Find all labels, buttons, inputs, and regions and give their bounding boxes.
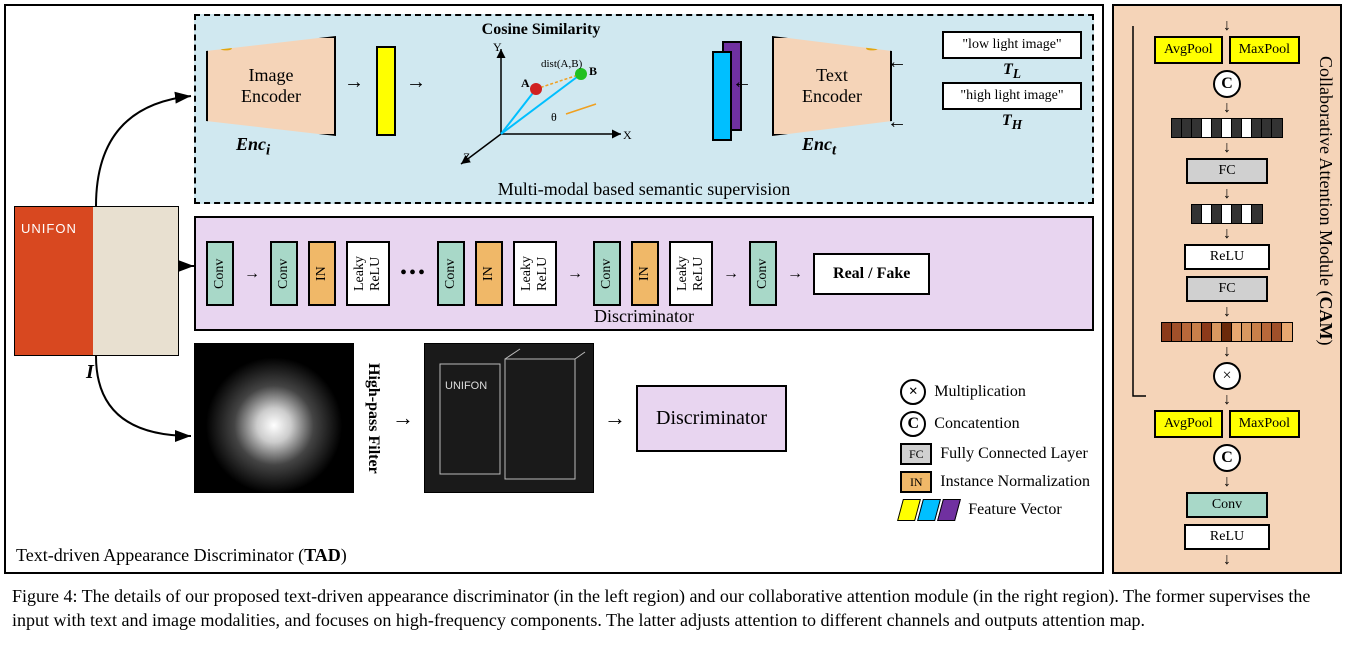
low-light-text: "low light image" [942,31,1082,59]
conv-layer: Conv [593,241,621,306]
tad-label: Text-driven Appearance Discriminator (TA… [16,545,347,566]
mult-icon: × [900,379,926,405]
cam-panel: Collaborative Attention Module (CAM) ↓ A… [1112,4,1342,574]
image-encoder: 🔒 Image Encoder Enci [206,36,336,136]
fc-box: FC [1186,158,1267,184]
text-encoder: 🔒 Text Encoder Enct [772,36,892,136]
concat-op: C [1213,70,1241,98]
fc-box-2: FC [1186,276,1267,302]
svg-text:A: A [521,76,530,90]
maxpool-box: MaxPool [1229,36,1300,64]
feature-strip-3 [1161,322,1293,342]
legend-mult: Multiplication [934,383,1026,401]
cosine-title: Cosine Similarity [426,21,656,39]
t-low-label: TL [942,61,1082,82]
concat-op-2: C [1213,444,1241,472]
lock-icon: 🔒 [862,32,882,52]
conv-layer: Conv [270,241,298,306]
svg-text:X: X [623,128,632,142]
relu-box: ReLU [1184,244,1270,270]
conv-layer: Conv [206,241,234,306]
in-layer: IN [631,241,659,306]
relu-box-2: ReLU [1184,524,1270,550]
feature-strip-2 [1191,204,1263,224]
legend-in: Instance Normalization [940,473,1090,491]
edge-image: UNIFON [424,343,594,493]
mult-op: × [1213,362,1241,390]
maxpool-box-2: MaxPool [1229,410,1300,438]
image-feature-vector [376,46,396,136]
svg-text:Z: Z [463,150,470,164]
enc-i-label: Enci [236,134,270,160]
svg-text:UNIFON: UNIFON [445,380,487,392]
leaky-relu-layer: Leaky ReLU [513,241,557,306]
in-layer: IN [308,241,336,306]
fc-icon: FC [900,443,932,465]
legend: × Multiplication C Concatention FC Fully Co… [900,379,1090,527]
cam-title: Collaborative Attention Module (CAM) [1315,56,1336,345]
conv-layer: Conv [437,241,465,306]
conv-layer: Conv [749,241,777,306]
highpass-label: High-pass Filter [364,363,382,474]
text-encoder-label: Text Encoder [802,65,862,107]
discriminator-caption: Discriminator [594,306,694,327]
highpass-filter-image [194,343,354,493]
text-prompts: "low light image" TL "high light image" … [942,31,1082,133]
avgpool-box: AvgPool [1154,36,1223,64]
text-feature-vector-1 [712,51,732,141]
leaky-relu-layer: Leaky ReLU [669,241,713,306]
high-light-text: "high light image" [942,82,1082,110]
input-image: UNIFON [14,206,179,356]
real-fake-output: Real / Fake [813,253,930,295]
discriminator-small: Discriminator [636,385,787,452]
concat-icon: C [900,411,926,437]
leaky-relu-layer: Leaky ReLU [346,241,390,306]
conv-box: Conv [1186,492,1268,518]
cosine-similarity-plot: Cosine Similarity A B dist(A,B) θ [426,21,656,174]
avgpool-box-2: AvgPool [1154,410,1223,438]
input-label: I [86,361,94,384]
legend-fc: Fully Connected Layer [940,445,1088,463]
svg-text:dist(A,B): dist(A,B) [541,58,583,70]
feature-vector-icon [900,499,960,521]
figure-caption: Figure 4: The details of our proposed te… [0,578,1354,639]
enc-t-label: Enct [802,134,836,160]
input-image-text: UNIFON [15,207,178,250]
multimodal-caption: Multi-modal based semantic supervision [498,179,790,200]
in-icon: IN [900,471,932,493]
multimodal-supervision-box: 🔒 Image Encoder Enci Cosine Similarity [194,14,1094,204]
legend-concat: Concatention [934,415,1019,433]
svg-text:θ: θ [551,110,557,124]
feature-strip-1 [1171,118,1283,138]
lock-icon: 🔒 [216,32,236,52]
svg-text:B: B [589,64,597,78]
svg-text:Y: Y [493,40,502,54]
image-encoder-label: Image Encoder [241,65,301,107]
tad-panel: 🔒 Image Encoder Enci Cosine Similarity [4,4,1104,574]
t-high-label: TH [942,112,1082,133]
legend-feat: Feature Vector [968,501,1061,519]
in-layer: IN [475,241,503,306]
discriminator-box: Conv → Conv IN Leaky ReLU ••• Conv IN Le… [194,216,1094,331]
